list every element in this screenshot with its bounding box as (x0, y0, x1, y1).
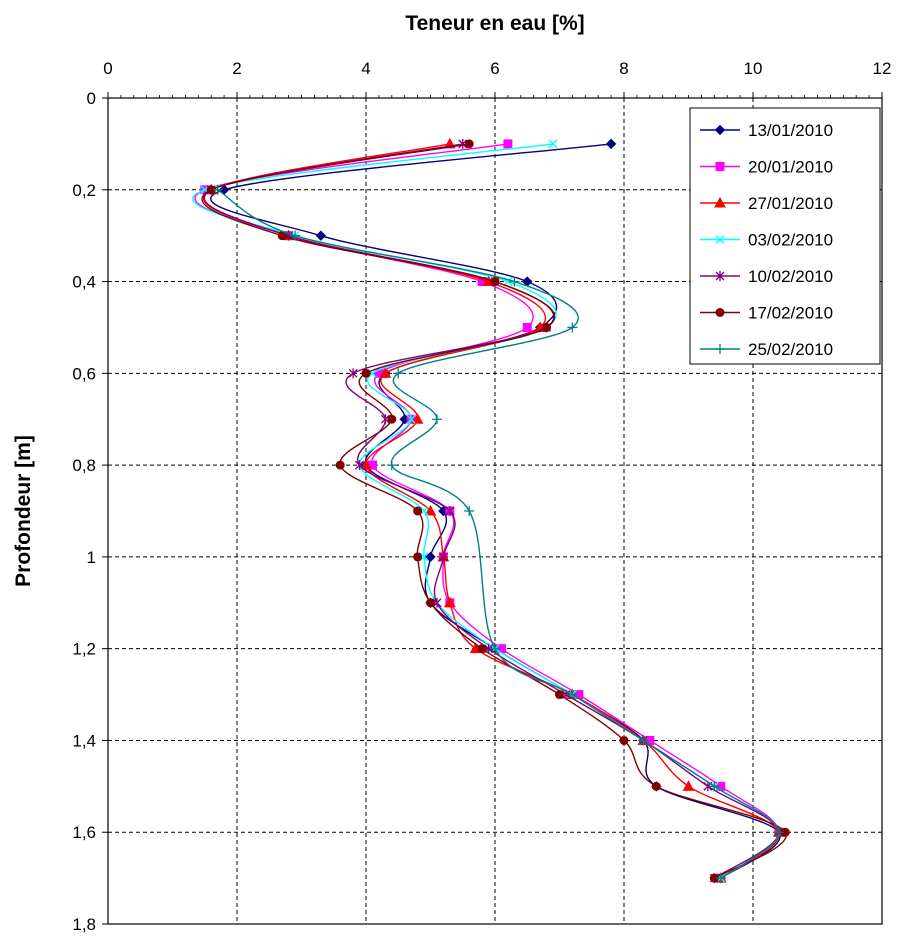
y-axis-title: Profondeur [m] (12, 435, 35, 587)
legend-marker (715, 344, 725, 354)
data-point (419, 506, 429, 516)
grid-lines (108, 98, 882, 924)
data-point (380, 414, 390, 425)
data-point (477, 644, 487, 654)
data-point (709, 781, 720, 792)
y-tick-label: 0,8 (72, 456, 96, 475)
data-point (315, 230, 327, 241)
data-point (490, 277, 500, 287)
data-point (355, 460, 365, 471)
data-point (413, 552, 423, 562)
x-tick-label: 0 (103, 59, 112, 78)
x-tick-label: 12 (873, 59, 892, 78)
data-point (348, 368, 358, 379)
data-point (426, 598, 435, 608)
data-point (464, 506, 475, 516)
data-point (387, 414, 397, 424)
data-point (542, 322, 552, 332)
legend-label: 17/02/2010 (748, 304, 833, 323)
data-point (567, 689, 578, 700)
data-point (360, 459, 372, 470)
data-point (555, 690, 564, 700)
data-point (567, 322, 578, 333)
legend-marker (715, 308, 725, 317)
x-axis-title: Teneur en eau [%] (405, 12, 584, 35)
data-point (425, 551, 436, 563)
x-tick-label: 4 (361, 59, 370, 78)
data-point (335, 460, 345, 470)
data-point (715, 873, 726, 884)
data-point (413, 506, 423, 516)
legend-label: 20/01/2010 (748, 158, 833, 177)
data-point (411, 413, 424, 424)
y-tick-label: 0,4 (72, 273, 96, 292)
y-tick-label: 1 (87, 548, 96, 567)
legend-marker (715, 235, 725, 244)
data-point (445, 506, 455, 516)
y-tick-label: 1,8 (72, 915, 96, 934)
legend-label: 13/01/2010 (748, 121, 833, 140)
legend-item: 25/02/2010 (700, 340, 833, 359)
legend-box (689, 107, 881, 365)
x-tick-label: 6 (490, 59, 499, 78)
data-point (619, 735, 629, 745)
y-tick-label: 1,4 (72, 731, 96, 750)
legend-label: 27/01/2010 (748, 194, 833, 213)
data-point (458, 138, 468, 149)
x-tick-label: 8 (619, 59, 628, 78)
x-tick-label: 2 (232, 59, 241, 78)
legend-item: 27/01/2010 (700, 194, 833, 213)
legend-item: 10/02/2010 (700, 267, 833, 286)
legend-label: 10/02/2010 (748, 267, 833, 286)
data-point (490, 643, 500, 654)
data-point (432, 597, 442, 608)
legend-marker (715, 162, 725, 171)
data-point (406, 414, 416, 424)
legend: 13/01/2010 20/01/2010 27/01/2010 03/02/2010… (689, 107, 881, 365)
legend-marker (714, 124, 726, 136)
data-point (444, 596, 456, 608)
y-tick-label: 0,2 (72, 181, 96, 200)
y-tick-label: 0 (87, 89, 96, 108)
data-point (424, 504, 437, 516)
data-point (605, 138, 617, 150)
data-point (522, 322, 532, 332)
data-point (503, 139, 513, 149)
legend-label: 25/02/2010 (748, 340, 833, 359)
legend-label: 03/02/2010 (748, 231, 833, 250)
y-tick-label: 1,2 (72, 640, 96, 659)
legend-marker (714, 196, 726, 208)
data-point (651, 781, 661, 791)
legend-item: 13/01/2010 (700, 121, 833, 140)
legend-marker (715, 271, 725, 281)
data-point (393, 368, 404, 379)
series-25/02/2010 (212, 184, 784, 884)
series-group (192, 137, 790, 884)
x-tick-label: 10 (744, 59, 763, 78)
data-point (464, 139, 474, 149)
data-point (386, 460, 397, 471)
series-17/02/2010 (201, 139, 790, 883)
data-point (212, 184, 223, 195)
data-point (379, 367, 392, 378)
data-point (773, 827, 784, 838)
legend-item: 17/02/2010 (700, 304, 833, 323)
data-point (509, 276, 520, 287)
y-tick-label: 0,6 (72, 364, 96, 383)
data-point (638, 735, 649, 746)
data-point (419, 552, 429, 562)
data-point (438, 551, 448, 562)
axis-ticks: 0 2 4 6 8 10 12 0 0,2 0,4 0,6 0,8 1 1,2 1,4 1,6 1,8 (72, 59, 891, 934)
y-tick-label: 1,6 (72, 823, 96, 842)
data-point (290, 230, 301, 241)
data-point (548, 139, 558, 149)
legend-item: 20/01/2010 (700, 158, 833, 177)
data-point (361, 368, 371, 378)
data-point (682, 780, 695, 791)
series-line (217, 189, 780, 879)
legend-item: 03/02/2010 (700, 231, 833, 250)
data-point (431, 414, 442, 425)
